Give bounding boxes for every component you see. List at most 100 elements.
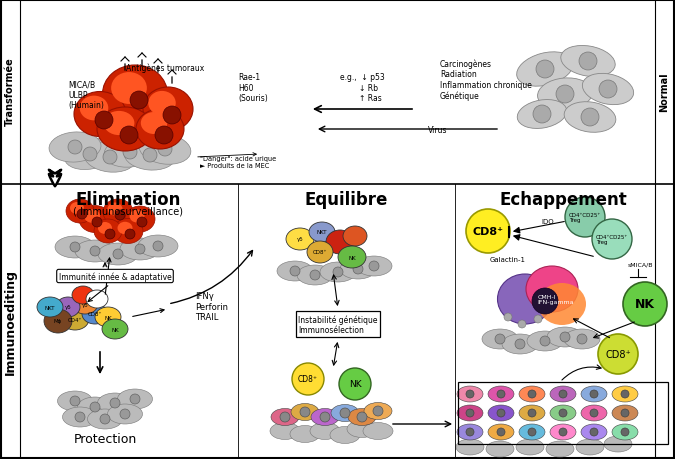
Ellipse shape [86, 291, 108, 308]
Circle shape [497, 428, 505, 436]
Circle shape [532, 288, 558, 314]
Circle shape [300, 407, 310, 417]
Ellipse shape [64, 139, 115, 170]
Ellipse shape [37, 297, 63, 317]
Circle shape [137, 218, 147, 228]
Text: "Danger": acide urique
► Produits de la MEC: "Danger": acide urique ► Produits de la … [200, 155, 276, 168]
Ellipse shape [72, 294, 98, 314]
Ellipse shape [519, 405, 545, 421]
Text: NKT: NKT [317, 230, 327, 235]
Circle shape [623, 282, 667, 326]
Ellipse shape [456, 439, 484, 455]
Circle shape [333, 268, 343, 277]
Ellipse shape [527, 331, 563, 351]
Ellipse shape [564, 102, 616, 133]
Ellipse shape [66, 200, 94, 224]
Text: IFNγ
Perforin
TRAIL: IFNγ Perforin TRAIL [195, 291, 228, 321]
Ellipse shape [125, 207, 155, 233]
Text: Normal: Normal [659, 72, 669, 112]
Ellipse shape [141, 113, 167, 134]
Text: sMICA/B: sMICA/B [628, 262, 653, 267]
Circle shape [497, 409, 505, 417]
Text: IDO: IDO [541, 218, 554, 224]
Text: CD8⁺: CD8⁺ [472, 226, 504, 236]
Ellipse shape [516, 53, 573, 87]
Circle shape [528, 390, 536, 398]
Ellipse shape [320, 263, 356, 282]
Circle shape [559, 428, 567, 436]
Text: Rae-1
H60
(Souris): Rae-1 H60 (Souris) [238, 73, 268, 103]
Circle shape [466, 390, 474, 398]
Circle shape [163, 107, 181, 125]
Ellipse shape [561, 46, 615, 78]
Circle shape [518, 320, 526, 328]
Text: MICA/B
ULBP
(Humain): MICA/B ULBP (Humain) [68, 80, 104, 110]
Circle shape [559, 390, 567, 398]
Text: NK: NK [104, 315, 112, 320]
Circle shape [369, 262, 379, 271]
Ellipse shape [49, 132, 101, 163]
Circle shape [130, 394, 140, 404]
Ellipse shape [94, 219, 122, 243]
Circle shape [100, 414, 110, 424]
Ellipse shape [486, 441, 514, 457]
Circle shape [310, 270, 320, 280]
Ellipse shape [310, 423, 340, 440]
Circle shape [540, 336, 550, 346]
Circle shape [77, 210, 87, 219]
Circle shape [320, 412, 330, 422]
Text: Immunité innée & adaptative: Immunité innée & adaptative [59, 272, 171, 281]
Circle shape [559, 409, 567, 417]
Ellipse shape [488, 424, 514, 440]
Ellipse shape [550, 424, 576, 440]
Ellipse shape [103, 66, 167, 124]
Circle shape [592, 219, 632, 259]
Ellipse shape [343, 226, 367, 246]
Ellipse shape [271, 409, 299, 425]
Circle shape [83, 148, 97, 162]
Circle shape [590, 428, 598, 436]
Ellipse shape [56, 297, 80, 317]
Circle shape [621, 409, 629, 417]
Ellipse shape [330, 426, 360, 443]
Ellipse shape [488, 405, 514, 421]
Circle shape [621, 428, 629, 436]
Text: Elimination: Elimination [76, 190, 181, 208]
Ellipse shape [457, 424, 483, 440]
Text: CMH-I
IFN-gamma: CMH-I IFN-gamma [538, 294, 574, 305]
Circle shape [120, 409, 130, 419]
Ellipse shape [102, 319, 128, 339]
Ellipse shape [309, 223, 335, 242]
Ellipse shape [581, 424, 607, 440]
Text: Immunoediting: Immunoediting [3, 269, 16, 374]
Ellipse shape [270, 423, 300, 440]
Circle shape [120, 127, 138, 145]
Circle shape [556, 86, 574, 104]
Ellipse shape [457, 405, 483, 421]
Ellipse shape [326, 230, 354, 254]
Ellipse shape [148, 92, 176, 116]
Ellipse shape [107, 404, 142, 424]
Ellipse shape [537, 78, 593, 111]
Circle shape [292, 363, 324, 395]
Circle shape [155, 127, 173, 145]
Circle shape [621, 390, 629, 398]
Text: Equilibre: Equilibre [304, 190, 387, 208]
Circle shape [110, 398, 120, 408]
Text: Antigènes tumoraux: Antigènes tumoraux [126, 63, 204, 73]
Circle shape [504, 313, 512, 321]
Ellipse shape [502, 334, 538, 354]
Text: CD8⁺: CD8⁺ [313, 250, 327, 255]
Circle shape [70, 242, 80, 252]
Text: Protection: Protection [74, 432, 136, 446]
Ellipse shape [517, 101, 567, 129]
Ellipse shape [70, 202, 84, 214]
Ellipse shape [286, 229, 314, 251]
Text: CD8⁺: CD8⁺ [605, 349, 631, 359]
Ellipse shape [117, 389, 153, 409]
Circle shape [113, 249, 123, 259]
Circle shape [115, 211, 125, 220]
Circle shape [581, 109, 599, 127]
Ellipse shape [74, 92, 126, 137]
Text: Galactin-1: Galactin-1 [490, 257, 526, 263]
